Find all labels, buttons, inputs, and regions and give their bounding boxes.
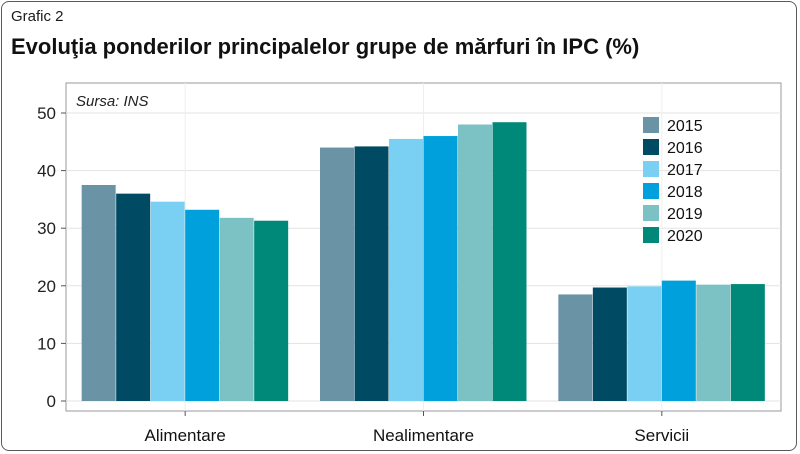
bars	[81, 122, 765, 402]
x-axis: Alimentare Nealimentare Servicii	[145, 411, 689, 445]
x-category-label: Nealimentare	[373, 426, 474, 445]
y-tick-label: 30	[37, 219, 56, 238]
y-tick-label: 50	[37, 104, 56, 123]
bar-2015-servicii	[558, 294, 593, 401]
x-category-label: Servicii	[634, 426, 689, 445]
bar-2020-alimentare	[254, 220, 289, 401]
source-note: Sursa: INS	[76, 93, 149, 110]
y-axis: 0 10 20 30 40 50	[37, 104, 66, 411]
legend-swatch-2018	[643, 183, 659, 199]
bar-2020-servicii	[730, 284, 765, 401]
legend-swatch-2019	[643, 205, 659, 221]
bar-2020-nealimentare	[492, 122, 527, 401]
bar-2017-nealimentare	[389, 138, 423, 402]
bar-2018-nealimentare	[423, 136, 458, 402]
legend-label-2017: 2017	[667, 162, 703, 179]
legend-swatch-2015	[643, 117, 659, 133]
legend: 2015 2016 2017 2018 2019 2020	[643, 117, 703, 245]
y-tick-label: 0	[47, 392, 56, 411]
y-tick-label: 20	[37, 277, 56, 296]
bar-2016-servicii	[592, 287, 627, 401]
x-category-label: Alimentare	[145, 426, 226, 445]
legend-label-2018: 2018	[667, 184, 703, 201]
legend-label-2015: 2015	[667, 118, 703, 135]
chart-title: Evoluţia ponderilor principalelor grupe …	[11, 34, 640, 59]
legend-label-2016: 2016	[667, 140, 703, 157]
y-tick-label: 10	[37, 334, 56, 353]
bar-2017-alimentare	[150, 201, 185, 401]
bar-2017-servicii	[627, 286, 662, 401]
bar-2019-alimentare	[219, 217, 254, 401]
bar-2019-servicii	[696, 284, 731, 401]
bar-2018-alimentare	[185, 209, 220, 401]
legend-swatch-2017	[643, 161, 659, 177]
y-tick-label: 40	[37, 162, 56, 181]
legend-label-2019: 2019	[667, 206, 703, 223]
bar-2019-nealimentare	[458, 124, 492, 402]
legend-label-2020: 2020	[667, 228, 703, 245]
bar-2016-alimentare	[116, 193, 151, 401]
bar-2016-nealimentare	[354, 146, 389, 401]
legend-swatch-2016	[643, 139, 659, 155]
figure-label: Grafic 2	[11, 8, 64, 25]
legend-swatch-2020	[643, 227, 659, 243]
bar-2018-servicii	[661, 280, 696, 401]
bar-2015-nealimentare	[320, 147, 354, 401]
bar-2015-alimentare	[81, 185, 116, 401]
